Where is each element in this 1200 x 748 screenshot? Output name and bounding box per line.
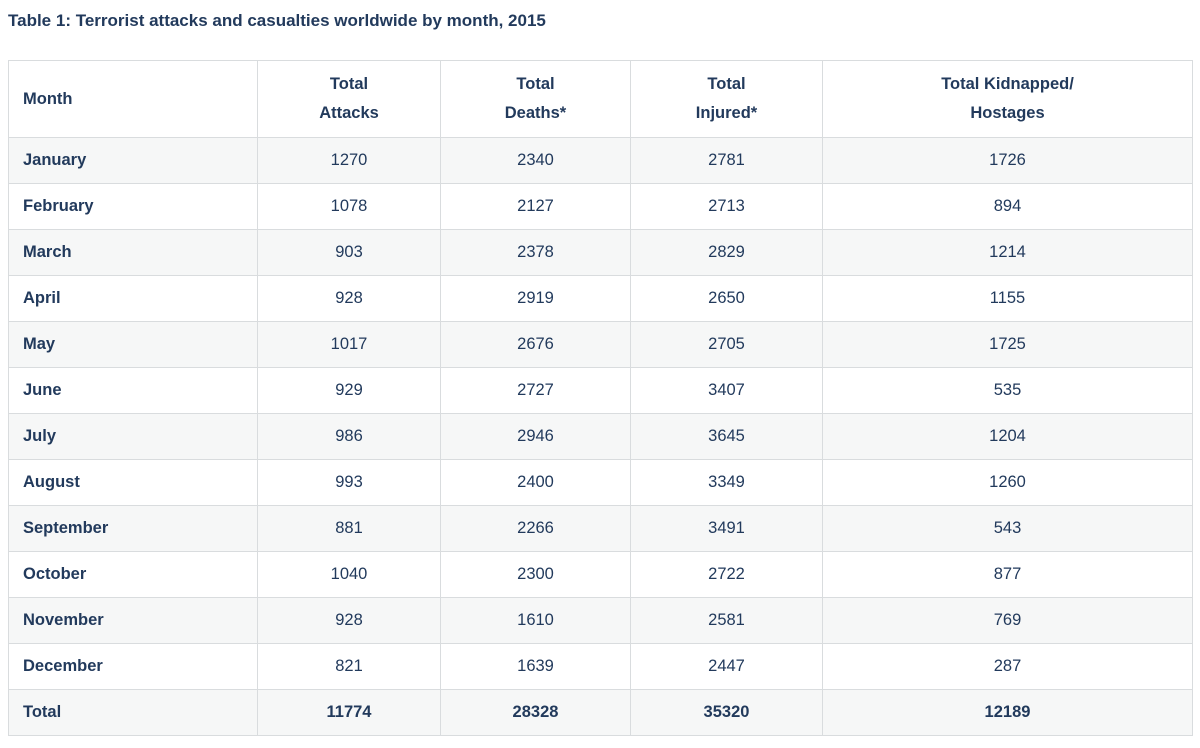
- table-title: Table 1: Terrorist attacks and casualtie…: [8, 11, 546, 30]
- attacks-cell: 881: [257, 505, 441, 552]
- injured-cell: 2722: [630, 551, 823, 598]
- attacks-cell: 1078: [257, 183, 441, 230]
- month-cell: December: [8, 643, 258, 690]
- month-cell: June: [8, 367, 258, 414]
- total-deaths-cell: 28328: [440, 689, 631, 736]
- kidnapped-cell: 1726: [822, 137, 1193, 184]
- col-header-total-attacks: Total Attacks: [257, 60, 441, 138]
- month-cell: October: [8, 551, 258, 598]
- table-row-june: June 929 2727 3407 535: [8, 367, 1193, 414]
- total-injured-cell: 35320: [630, 689, 823, 736]
- attacks-cell: 928: [257, 597, 441, 644]
- kidnapped-cell: 287: [822, 643, 1193, 690]
- month-cell: August: [8, 459, 258, 506]
- table-row-january: January 1270 2340 2781 1726: [8, 137, 1193, 184]
- table-header: Month Total Attacks Total Deaths* Total …: [8, 60, 1193, 138]
- table-row-march: March 903 2378 2829 1214: [8, 229, 1193, 276]
- total-attacks-cell: 11774: [257, 689, 441, 736]
- kidnapped-cell: 877: [822, 551, 1193, 598]
- table-row-november: November 928 1610 2581 769: [8, 597, 1193, 644]
- kidnapped-cell: 1204: [822, 413, 1193, 460]
- month-cell: March: [8, 229, 258, 276]
- deaths-cell: 2727: [440, 367, 631, 414]
- table-row-august: August 993 2400 3349 1260: [8, 459, 1193, 506]
- attacks-cell: 903: [257, 229, 441, 276]
- kidnapped-cell: 769: [822, 597, 1193, 644]
- kidnapped-cell: 543: [822, 505, 1193, 552]
- kidnapped-cell: 1725: [822, 321, 1193, 368]
- table-row-total: Total 11774 28328 35320 12189: [8, 689, 1193, 736]
- month-cell: April: [8, 275, 258, 322]
- kidnapped-cell: 894: [822, 183, 1193, 230]
- kidnapped-cell: 535: [822, 367, 1193, 414]
- col-header-total-kidnapped: Total Kidnapped/ Hostages: [822, 60, 1193, 138]
- total-label-cell: Total: [8, 689, 258, 736]
- deaths-cell: 1639: [440, 643, 631, 690]
- deaths-cell: 2340: [440, 137, 631, 184]
- table-row-may: May 1017 2676 2705 1725: [8, 321, 1193, 368]
- attacks-cell: 993: [257, 459, 441, 506]
- attacks-cell: 821: [257, 643, 441, 690]
- injured-cell: 2829: [630, 229, 823, 276]
- injured-cell: 2650: [630, 275, 823, 322]
- total-kidnapped-cell: 12189: [822, 689, 1193, 736]
- attacks-cell: 1040: [257, 551, 441, 598]
- attacks-cell: 928: [257, 275, 441, 322]
- col-header-total-deaths: Total Deaths*: [440, 60, 631, 138]
- deaths-cell: 2400: [440, 459, 631, 506]
- table-row-april: April 928 2919 2650 1155: [8, 275, 1193, 322]
- col-header-total-injured: Total Injured*: [630, 60, 823, 138]
- col-header-month: Month: [8, 60, 258, 138]
- header-row: Month Total Attacks Total Deaths* Total …: [8, 60, 1193, 138]
- kidnapped-cell: 1155: [822, 275, 1193, 322]
- deaths-cell: 2127: [440, 183, 631, 230]
- attacks-cell: 1270: [257, 137, 441, 184]
- table-row-july: July 986 2946 3645 1204: [8, 413, 1193, 460]
- deaths-cell: 2266: [440, 505, 631, 552]
- month-cell: July: [8, 413, 258, 460]
- deaths-cell: 1610: [440, 597, 631, 644]
- month-cell: January: [8, 137, 258, 184]
- injured-cell: 3491: [630, 505, 823, 552]
- kidnapped-cell: 1260: [822, 459, 1193, 506]
- attacks-cell: 986: [257, 413, 441, 460]
- month-cell: February: [8, 183, 258, 230]
- kidnapped-cell: 1214: [822, 229, 1193, 276]
- table-row-october: October 1040 2300 2722 877: [8, 551, 1193, 598]
- deaths-cell: 2300: [440, 551, 631, 598]
- terror-attacks-table: Month Total Attacks Total Deaths* Total …: [8, 60, 1193, 736]
- deaths-cell: 2676: [440, 321, 631, 368]
- table-row-february: February 1078 2127 2713 894: [8, 183, 1193, 230]
- injured-cell: 2581: [630, 597, 823, 644]
- injured-cell: 3407: [630, 367, 823, 414]
- attacks-cell: 1017: [257, 321, 441, 368]
- deaths-cell: 2378: [440, 229, 631, 276]
- injured-cell: 2705: [630, 321, 823, 368]
- injured-cell: 3349: [630, 459, 823, 506]
- injured-cell: 2781: [630, 137, 823, 184]
- table-row-december: December 821 1639 2447 287: [8, 643, 1193, 690]
- injured-cell: 3645: [630, 413, 823, 460]
- deaths-cell: 2919: [440, 275, 631, 322]
- injured-cell: 2447: [630, 643, 823, 690]
- month-cell: November: [8, 597, 258, 644]
- injured-cell: 2713: [630, 183, 823, 230]
- attacks-cell: 929: [257, 367, 441, 414]
- table-row-september: September 881 2266 3491 543: [8, 505, 1193, 552]
- table-footer: Total 11774 28328 35320 12189: [8, 689, 1193, 736]
- deaths-cell: 2946: [440, 413, 631, 460]
- month-cell: September: [8, 505, 258, 552]
- month-cell: May: [8, 321, 258, 368]
- table-body: January 1270 2340 2781 1726 February 107…: [8, 137, 1193, 690]
